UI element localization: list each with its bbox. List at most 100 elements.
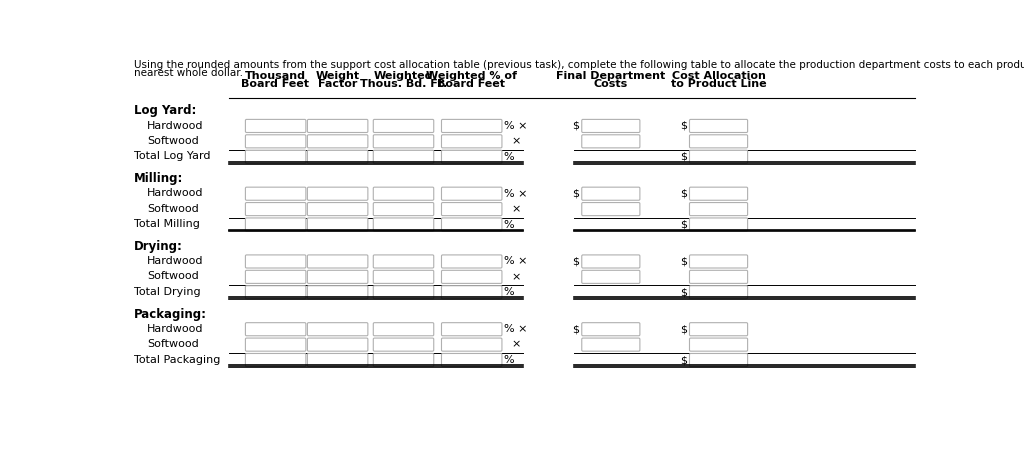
Text: ×: × [512,340,521,350]
Text: Softwood: Softwood [147,339,199,349]
Text: Cost Allocation: Cost Allocation [672,71,766,81]
FancyBboxPatch shape [374,218,434,231]
Text: Total Milling: Total Milling [134,219,200,229]
FancyBboxPatch shape [689,119,748,133]
Text: Softwood: Softwood [147,136,199,146]
FancyBboxPatch shape [246,338,306,351]
Text: ×: × [512,204,521,214]
Text: % ×: % × [504,256,527,267]
Text: %: % [504,219,514,229]
Text: $: $ [572,121,579,131]
FancyBboxPatch shape [246,202,306,216]
Text: nearest whole dollar.: nearest whole dollar. [134,68,244,78]
FancyBboxPatch shape [246,150,306,163]
FancyBboxPatch shape [307,338,368,351]
FancyBboxPatch shape [246,218,306,231]
FancyBboxPatch shape [307,119,368,133]
Text: Drying:: Drying: [134,240,183,253]
FancyBboxPatch shape [441,354,502,367]
Text: Total Drying: Total Drying [134,287,201,297]
FancyBboxPatch shape [582,135,640,148]
Text: $: $ [680,287,687,297]
Text: Costs: Costs [594,79,628,89]
FancyBboxPatch shape [582,323,640,336]
Text: %: % [504,355,514,365]
FancyBboxPatch shape [374,354,434,367]
Text: Softwood: Softwood [147,204,199,214]
FancyBboxPatch shape [246,255,306,268]
Text: Weight: Weight [315,71,359,81]
FancyBboxPatch shape [689,218,748,231]
Text: Using the rounded amounts from the support cost allocation table (previous task): Using the rounded amounts from the suppo… [134,60,1024,70]
FancyBboxPatch shape [441,286,502,299]
Text: Final Department: Final Department [556,71,666,81]
FancyBboxPatch shape [307,135,368,148]
FancyBboxPatch shape [374,270,434,283]
FancyBboxPatch shape [441,150,502,163]
FancyBboxPatch shape [582,187,640,200]
FancyBboxPatch shape [441,218,502,231]
FancyBboxPatch shape [689,255,748,268]
Text: $: $ [680,189,687,199]
Text: ×: × [512,272,521,282]
FancyBboxPatch shape [374,119,434,133]
FancyBboxPatch shape [374,135,434,148]
Text: $: $ [680,256,687,267]
Text: Board Feet: Board Feet [242,79,309,89]
FancyBboxPatch shape [307,270,368,283]
Text: Log Yard:: Log Yard: [134,104,197,118]
FancyBboxPatch shape [582,270,640,283]
Text: Softwood: Softwood [147,271,199,281]
FancyBboxPatch shape [441,270,502,283]
FancyBboxPatch shape [689,270,748,283]
FancyBboxPatch shape [246,119,306,133]
Text: $: $ [680,219,687,229]
Text: to Product Line: to Product Line [671,79,766,89]
FancyBboxPatch shape [441,135,502,148]
FancyBboxPatch shape [307,150,368,163]
FancyBboxPatch shape [307,202,368,216]
FancyBboxPatch shape [582,338,640,351]
FancyBboxPatch shape [689,150,748,163]
FancyBboxPatch shape [441,119,502,133]
Text: $: $ [572,324,579,334]
Text: Packaging:: Packaging: [134,308,207,320]
Text: % ×: % × [504,324,527,334]
FancyBboxPatch shape [374,286,434,299]
Text: Hardwood: Hardwood [147,188,204,198]
Text: Hardwood: Hardwood [147,120,204,131]
FancyBboxPatch shape [307,187,368,200]
FancyBboxPatch shape [246,270,306,283]
Text: Board Feet: Board Feet [437,79,505,89]
FancyBboxPatch shape [246,323,306,336]
FancyBboxPatch shape [582,202,640,216]
FancyBboxPatch shape [441,255,502,268]
FancyBboxPatch shape [441,187,502,200]
FancyBboxPatch shape [582,119,640,133]
FancyBboxPatch shape [689,286,748,299]
Text: Total Packaging: Total Packaging [134,354,220,365]
FancyBboxPatch shape [582,255,640,268]
FancyBboxPatch shape [689,354,748,367]
Text: % ×: % × [504,121,527,131]
Text: $: $ [680,355,687,365]
FancyBboxPatch shape [307,323,368,336]
FancyBboxPatch shape [441,202,502,216]
Text: $: $ [680,152,687,162]
FancyBboxPatch shape [689,135,748,148]
FancyBboxPatch shape [374,338,434,351]
FancyBboxPatch shape [374,323,434,336]
FancyBboxPatch shape [307,286,368,299]
FancyBboxPatch shape [689,338,748,351]
Text: $: $ [680,121,687,131]
Text: Factor: Factor [317,79,357,89]
FancyBboxPatch shape [307,255,368,268]
FancyBboxPatch shape [246,286,306,299]
Text: $: $ [572,256,579,267]
Text: %: % [504,152,514,162]
Text: Weighted % of: Weighted % of [426,71,517,81]
Text: Hardwood: Hardwood [147,324,204,334]
FancyBboxPatch shape [246,135,306,148]
FancyBboxPatch shape [246,354,306,367]
Text: ×: × [512,136,521,146]
